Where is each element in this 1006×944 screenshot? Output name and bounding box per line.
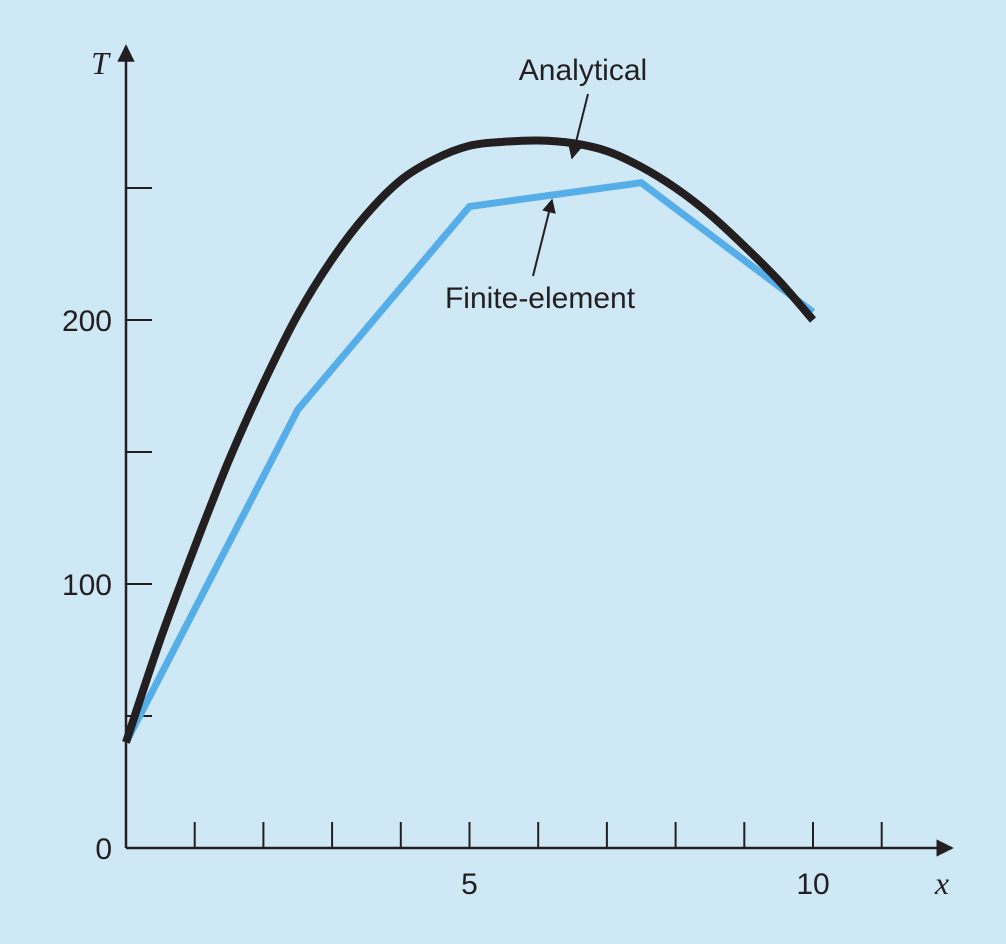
x-axis-label: x: [934, 865, 949, 901]
x-tick-label-10: 10: [796, 868, 829, 901]
annotation-analytical: Analytical: [519, 54, 647, 87]
series-analytical-line: [122, 136, 817, 744]
annotation-finite-element: Finite-element: [445, 282, 636, 315]
series-finite-element-line: [122, 179, 816, 745]
annotation-finite-element-arrow: [532, 198, 556, 277]
y-tick-label-100: 100: [62, 569, 112, 602]
y-tick-label-0: 0: [95, 833, 112, 866]
y-axis-label: T: [91, 45, 111, 81]
y-tick-label-200: 200: [62, 305, 112, 338]
annotation-analytical-arrow: [568, 93, 589, 160]
x-tick-label-5: 5: [461, 868, 478, 901]
